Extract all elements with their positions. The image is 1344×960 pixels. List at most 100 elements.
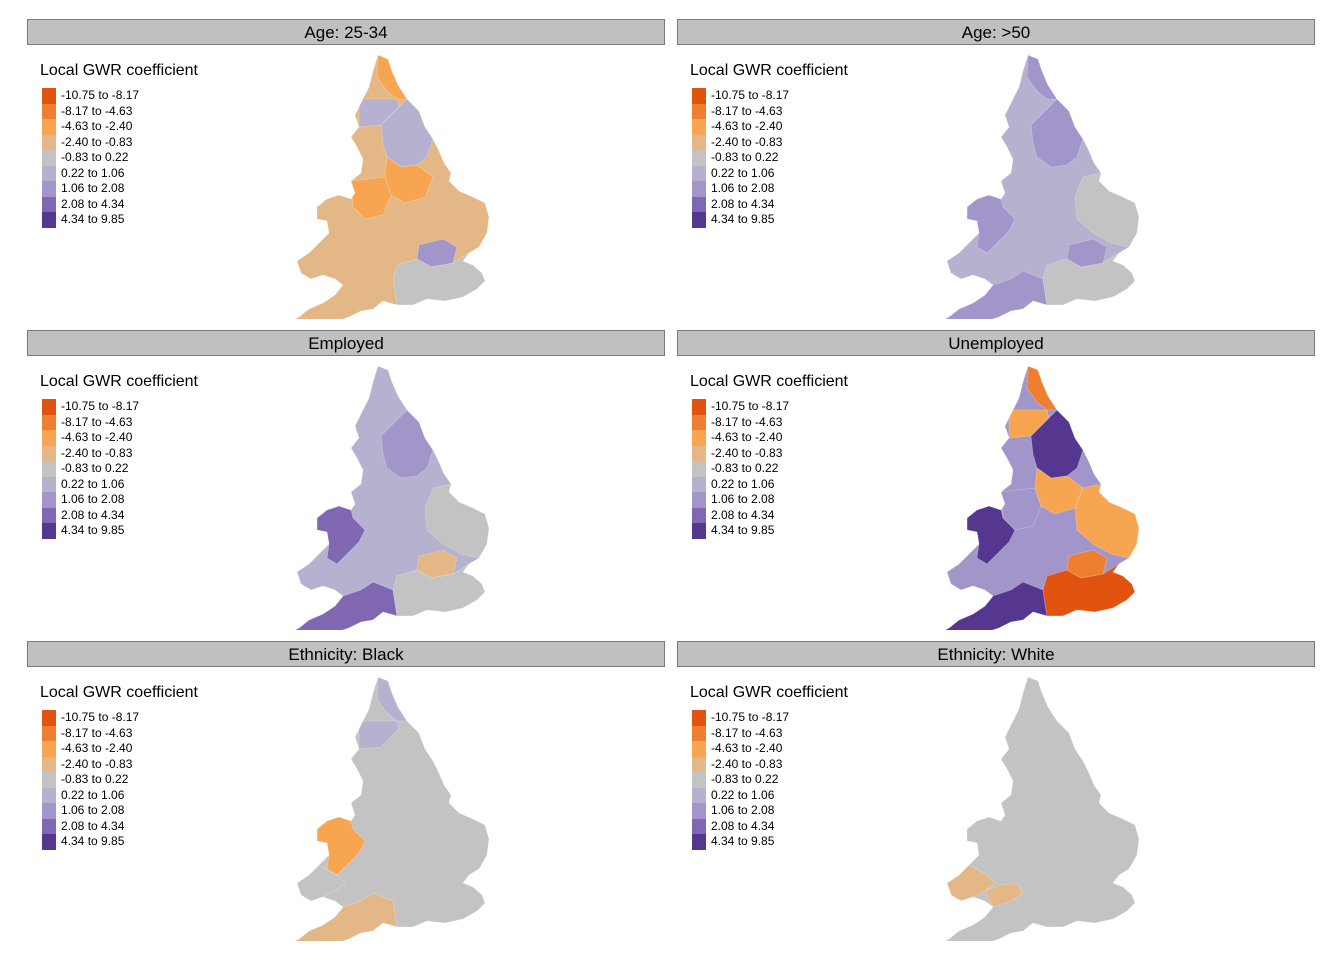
panel-title: Unemployed	[677, 330, 1315, 356]
panel-employed: Employed Local GWR coefficient -10.75 to…	[27, 330, 667, 630]
map-region-london	[1066, 238, 1108, 268]
legend-item: 0.22 to 1.06	[42, 476, 139, 492]
legend-label: -0.83 to 0.22	[61, 150, 129, 164]
legend-title: Local GWR coefficient	[40, 684, 198, 701]
legend-item: -2.40 to -0.83	[42, 756, 139, 772]
panel-ethnicity-white: Ethnicity: White Local GWR coefficient -…	[677, 641, 1317, 941]
legend-item: 4.34 to 9.85	[42, 834, 139, 850]
legend-title: Local GWR coefficient	[40, 373, 198, 390]
legend-item: 0.22 to 1.06	[42, 165, 139, 181]
legend-item: -0.83 to 0.22	[692, 461, 789, 477]
legend-item: 1.06 to 2.08	[42, 492, 139, 508]
legend-label: -4.63 to -2.40	[61, 430, 133, 444]
legend-item: -2.40 to -0.83	[42, 134, 139, 150]
legend-swatch	[692, 430, 706, 446]
legend-item: 1.06 to 2.08	[692, 803, 789, 819]
legend-swatch	[42, 476, 56, 492]
legend-item: 2.08 to 4.34	[42, 818, 139, 834]
legend: -10.75 to -8.17 -8.17 to -4.63 -4.63 to -2…	[692, 399, 789, 539]
legend-swatch	[42, 103, 56, 119]
legend-swatch	[42, 818, 56, 834]
legend-label: -0.83 to 0.22	[61, 461, 129, 475]
legend-label: 1.06 to 2.08	[711, 803, 775, 817]
legend-swatch	[692, 196, 706, 212]
legend-swatch	[692, 523, 706, 539]
legend-item: -4.63 to -2.40	[692, 741, 789, 757]
legend-item: 0.22 to 1.06	[692, 476, 789, 492]
legend-label: 2.08 to 4.34	[711, 818, 775, 833]
legend-swatch	[42, 756, 56, 772]
legend-swatch	[692, 103, 706, 119]
legend-item: -10.75 to -8.17	[692, 710, 789, 726]
legend-swatch	[692, 710, 706, 726]
legend-label: -2.40 to -0.83	[711, 756, 783, 771]
panel-title: Age: >50	[677, 19, 1315, 45]
legend-item: -8.17 to -4.63	[42, 103, 139, 119]
legend-swatch	[692, 803, 706, 819]
legend-item: -4.63 to -2.40	[42, 119, 139, 135]
legend-title: Local GWR coefficient	[40, 62, 198, 79]
legend-swatch	[692, 88, 706, 104]
legend-item: -8.17 to -4.63	[692, 103, 789, 119]
legend-item: -10.75 to -8.17	[42, 88, 139, 104]
legend-label: 2.08 to 4.34	[61, 196, 125, 211]
legend-item: -2.40 to -0.83	[692, 756, 789, 772]
legend-item: -4.63 to -2.40	[42, 430, 139, 446]
legend-item: -4.63 to -2.40	[692, 430, 789, 446]
legend-swatch	[42, 445, 56, 461]
legend-swatch	[692, 414, 706, 430]
legend-label: -10.75 to -8.17	[711, 710, 790, 724]
legend-item: -2.40 to -0.83	[42, 445, 139, 461]
legend-label: -2.40 to -0.83	[711, 445, 783, 460]
legend-swatch	[692, 461, 706, 477]
legend-label: -8.17 to -4.63	[61, 414, 133, 429]
legend-swatch	[42, 507, 56, 523]
legend-item: -10.75 to -8.17	[42, 710, 139, 726]
legend-item: -0.83 to 0.22	[42, 150, 139, 166]
map	[294, 54, 490, 319]
legend-swatch	[692, 834, 706, 850]
panel-unemployed: Unemployed Local GWR coefficient -10.75 …	[677, 330, 1317, 630]
legend-label: 1.06 to 2.08	[61, 181, 125, 195]
legend-item: -4.63 to -2.40	[692, 119, 789, 135]
legend-label: -8.17 to -4.63	[711, 725, 783, 740]
legend-swatch	[42, 803, 56, 819]
legend-label: 2.08 to 4.34	[711, 507, 775, 522]
panel-title: Age: 25-34	[27, 19, 665, 45]
legend-item: 0.22 to 1.06	[692, 165, 789, 181]
legend-item: -0.83 to 0.22	[692, 150, 789, 166]
legend-item: 2.08 to 4.34	[692, 196, 789, 212]
legend-label: -2.40 to -0.83	[61, 445, 133, 460]
legend-swatch	[42, 523, 56, 539]
legend-swatch	[692, 165, 706, 181]
legend-label: -0.83 to 0.22	[711, 461, 779, 475]
legend-item: 4.34 to 9.85	[692, 212, 789, 228]
legend-swatch	[692, 445, 706, 461]
legend-label: 1.06 to 2.08	[711, 492, 775, 506]
legend-label: 2.08 to 4.34	[61, 818, 125, 833]
legend-label: -8.17 to -4.63	[61, 725, 133, 740]
legend-item: 1.06 to 2.08	[692, 181, 789, 197]
legend-label: -8.17 to -4.63	[711, 103, 783, 118]
legend-item: 1.06 to 2.08	[692, 492, 789, 508]
map-region-yorkshire	[1030, 98, 1084, 168]
legend-swatch	[42, 88, 56, 104]
map-outline	[944, 676, 1140, 941]
map	[944, 676, 1140, 941]
legend-label: 0.22 to 1.06	[61, 787, 125, 802]
legend: -10.75 to -8.17 -8.17 to -4.63 -4.63 to -2…	[42, 399, 139, 539]
map-outline	[294, 676, 490, 941]
legend-item: 4.34 to 9.85	[42, 212, 139, 228]
legend-swatch	[692, 134, 706, 150]
legend-label: -2.40 to -0.83	[61, 134, 133, 149]
legend-swatch	[42, 461, 56, 477]
legend-item: -10.75 to -8.17	[42, 399, 139, 415]
legend-swatch	[42, 492, 56, 508]
legend-label: 2.08 to 4.34	[61, 507, 125, 522]
legend: -10.75 to -8.17 -8.17 to -4.63 -4.63 to -2…	[42, 710, 139, 850]
legend-label: -4.63 to -2.40	[711, 119, 783, 133]
legend-label: -4.63 to -2.40	[711, 741, 783, 755]
legend-swatch	[692, 787, 706, 803]
legend-label: 4.34 to 9.85	[61, 212, 125, 226]
legend-label: -4.63 to -2.40	[61, 741, 133, 755]
